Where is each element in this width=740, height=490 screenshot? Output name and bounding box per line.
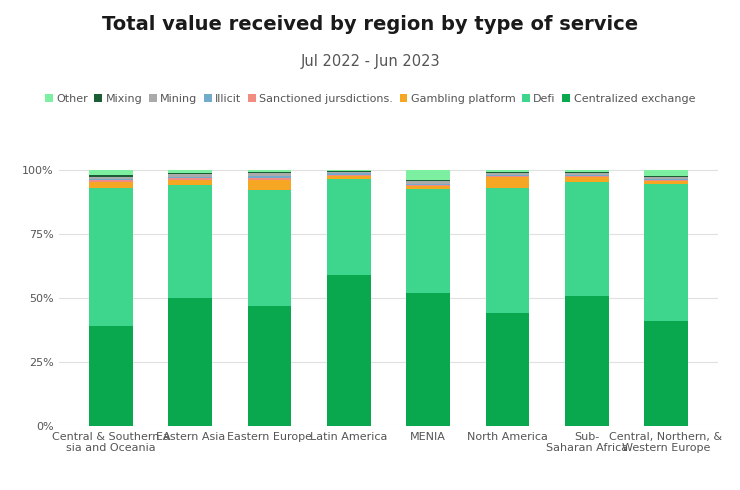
Bar (169, 298, 212, 426)
Bar (645, 184, 688, 321)
Bar (406, 170, 450, 180)
Bar (248, 172, 292, 173)
Bar (645, 179, 688, 180)
Bar (406, 186, 450, 189)
Bar (327, 176, 371, 179)
Bar (248, 180, 292, 190)
Bar (327, 173, 371, 175)
Bar (565, 172, 608, 173)
Bar (645, 176, 688, 177)
Bar (89, 176, 132, 179)
Bar (645, 177, 688, 179)
Bar (485, 176, 529, 177)
Bar (565, 182, 608, 296)
Bar (406, 189, 450, 293)
Bar (169, 176, 212, 178)
Bar (485, 314, 529, 426)
Bar (645, 181, 688, 184)
Bar (248, 190, 292, 306)
Bar (485, 173, 529, 175)
Bar (89, 175, 132, 176)
Bar (327, 179, 371, 275)
Bar (485, 177, 529, 188)
Legend: Other, Mixing, Mining, Illicit, Sanctioned jursdictions., Gambling platform, Def: Other, Mixing, Mining, Illicit, Sanction… (45, 94, 695, 104)
Bar (169, 185, 212, 298)
Bar (89, 326, 132, 426)
Bar (485, 188, 529, 314)
Bar (169, 172, 212, 174)
Bar (327, 175, 371, 176)
Bar (89, 188, 132, 326)
Bar (406, 184, 450, 185)
Bar (406, 293, 450, 426)
Bar (169, 174, 212, 176)
Bar (406, 181, 450, 184)
Bar (406, 185, 450, 186)
Bar (406, 180, 450, 181)
Bar (485, 172, 529, 173)
Bar (89, 170, 132, 175)
Bar (565, 175, 608, 176)
Bar (565, 173, 608, 175)
Bar (169, 178, 212, 180)
Text: Total value received by region by type of service: Total value received by region by type o… (102, 15, 638, 34)
Bar (89, 180, 132, 182)
Bar (89, 179, 132, 180)
Bar (645, 180, 688, 181)
Bar (485, 170, 529, 172)
Bar (248, 178, 292, 180)
Bar (565, 170, 608, 172)
Bar (327, 171, 371, 172)
Bar (89, 182, 132, 188)
Bar (248, 306, 292, 426)
Bar (327, 172, 371, 173)
Bar (327, 170, 371, 171)
Bar (565, 177, 608, 182)
Bar (327, 275, 371, 426)
Bar (565, 176, 608, 177)
Bar (248, 173, 292, 176)
Bar (169, 180, 212, 185)
Bar (645, 321, 688, 426)
Bar (248, 170, 292, 172)
Bar (565, 296, 608, 426)
Bar (645, 170, 688, 176)
Bar (248, 176, 292, 178)
Bar (485, 175, 529, 176)
Text: Jul 2022 - Jun 2023: Jul 2022 - Jun 2023 (300, 54, 440, 69)
Bar (169, 170, 212, 172)
